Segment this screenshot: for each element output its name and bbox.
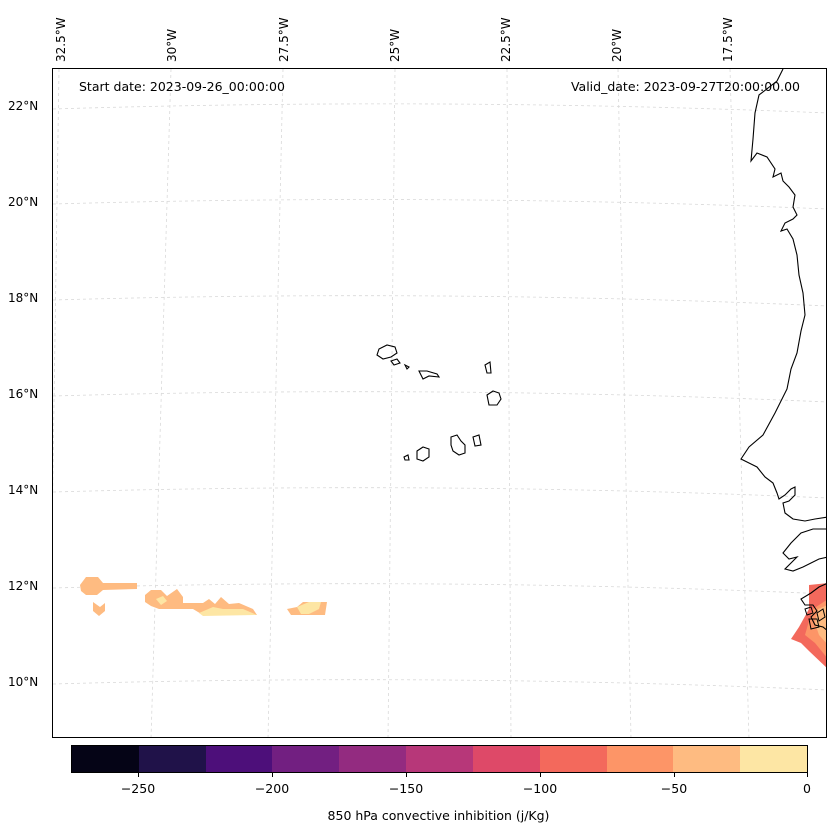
- colorbar-label-minus-200: −200: [254, 781, 290, 796]
- colorbar-segment-0: [72, 746, 139, 772]
- lat-label-14n: 14°N: [8, 483, 39, 497]
- map-panel: Start date: 2023-09-26_00:00:00 Valid_da…: [52, 68, 827, 738]
- gridline-10n: [53, 679, 826, 691]
- valid-date-label: Valid_date: 2023-09-27T20:00:00.00: [570, 79, 800, 94]
- cape-verde-islands: [376, 344, 502, 462]
- island-maio: [472, 434, 482, 447]
- colorbar-segment-9: [673, 746, 741, 772]
- gridline-17-5w: [729, 69, 750, 737]
- colorbar-label-minus-250: −250: [120, 781, 156, 796]
- lon-label-22-5w: 22.5°W: [499, 17, 513, 62]
- lat-label-18n: 18°N: [8, 291, 39, 305]
- island-sao-vicente: [390, 358, 401, 366]
- colorbar-label-minus-100: −100: [522, 781, 558, 796]
- gridline-12n: [53, 583, 826, 595]
- island-brava: [403, 454, 410, 461]
- gridline-14n: [53, 487, 826, 499]
- gridline-32-5w: [53, 69, 60, 498]
- colorbar: [71, 745, 808, 773]
- map-canvas: [53, 69, 826, 737]
- colorbar-segment-8: [606, 746, 674, 772]
- gridline-20n: [53, 199, 826, 210]
- island-santa-luzia: [403, 363, 410, 370]
- lon-label-30w: 30°W: [165, 28, 179, 62]
- lon-label-17-5w: 17.5°W: [721, 17, 735, 62]
- colorbar-label-0: 0: [803, 781, 811, 796]
- gridline-18n: [53, 295, 826, 307]
- colorbar-tick: [406, 773, 407, 777]
- colorbar-segment-4: [339, 746, 407, 772]
- lon-label-27-5w: 27.5°W: [277, 17, 291, 62]
- cin-contours-east: [791, 583, 826, 668]
- bissagos-islands: [804, 606, 826, 630]
- colorbar-segment-3: [272, 746, 340, 772]
- africa-coastline: [740, 69, 826, 522]
- guinea-coast: [800, 583, 826, 631]
- senegambia-coast: [782, 528, 826, 572]
- cin-contours-west: [80, 577, 327, 616]
- start-date-label: Start date: 2023-09-26_00:00:00: [79, 79, 285, 94]
- colorbar-label-minus-50: −50: [660, 781, 688, 796]
- colorbar-tick: [674, 773, 675, 777]
- cin-patch-g: [297, 602, 321, 614]
- lon-label-25w: 25°W: [388, 28, 402, 62]
- gridline-27-5w: [267, 69, 284, 737]
- gridline-30w: [150, 69, 172, 737]
- gridline-20w: [617, 69, 632, 737]
- colorbar-title: 850 hPa convective inhibition (j/Kg): [327, 808, 550, 823]
- cin-patch-b: [93, 602, 105, 616]
- cin-patch-e: [199, 607, 257, 616]
- island-sao-nicolau: [418, 370, 441, 380]
- gridline-16n: [53, 391, 826, 403]
- island-boa-vista: [486, 390, 502, 406]
- colorbar-tick: [540, 773, 541, 777]
- colorbar-segment-6: [472, 746, 540, 772]
- colorbar-label-minus-150: −150: [388, 781, 424, 796]
- colorbar-tick: [138, 773, 139, 777]
- cin-patch-d: [156, 596, 167, 605]
- colorbar-segment-1: [138, 746, 206, 772]
- lat-label-20n: 20°N: [8, 195, 39, 209]
- cin-patch-c: [145, 589, 257, 615]
- colorbar-segment-5: [406, 746, 473, 772]
- gridline-25w: [387, 69, 396, 737]
- island-sal: [484, 361, 492, 374]
- gridline-22-5w: [506, 69, 512, 737]
- colorbar-segment-7: [539, 746, 607, 772]
- island-santiago: [450, 434, 466, 456]
- lat-label-16n: 16°N: [8, 387, 39, 401]
- lon-gridlines: [53, 69, 750, 737]
- lat-label-10n: 10°N: [8, 675, 39, 689]
- island-fogo: [416, 446, 430, 462]
- cin-patch-a: [80, 577, 137, 595]
- lon-label-20w: 20°W: [610, 28, 624, 62]
- colorbar-tick: [807, 773, 808, 777]
- colorbar-segment-2: [205, 746, 273, 772]
- colorbar-tick: [272, 773, 273, 777]
- lat-label-12n: 12°N: [8, 579, 39, 593]
- lat-label-22n: 22°N: [8, 99, 39, 113]
- gridline-22n: [53, 103, 826, 114]
- colorbar-segment-10: [740, 746, 807, 772]
- island-santo-antao: [376, 344, 398, 360]
- lon-label-32-5w: 32.5°W: [54, 17, 68, 62]
